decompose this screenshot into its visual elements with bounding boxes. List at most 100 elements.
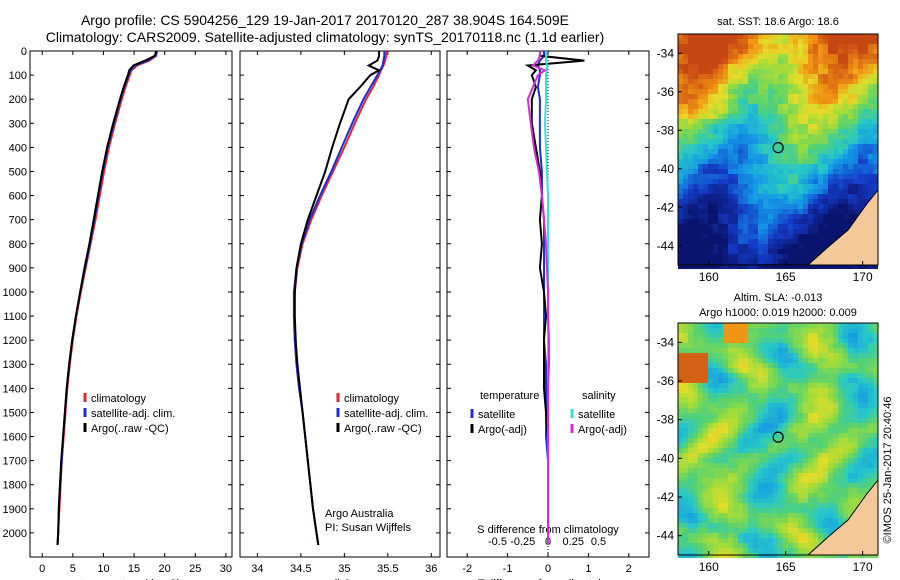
map-cell bbox=[688, 74, 693, 79]
map-cell bbox=[843, 69, 848, 74]
map-cell bbox=[783, 358, 788, 363]
map-cell bbox=[788, 413, 793, 418]
map-cell bbox=[808, 388, 813, 393]
map-cell bbox=[838, 398, 843, 403]
map-cell bbox=[768, 498, 773, 503]
map-cell bbox=[753, 363, 758, 368]
map-cell bbox=[838, 493, 843, 498]
map-cell bbox=[803, 169, 808, 174]
map-cell bbox=[793, 134, 798, 139]
map-cell bbox=[793, 94, 798, 99]
y-tick-label: 1200 bbox=[3, 335, 27, 347]
map-cell bbox=[808, 438, 813, 443]
map-cell bbox=[733, 458, 738, 463]
map-cell bbox=[763, 388, 768, 393]
map-cell bbox=[688, 114, 693, 119]
map-cell bbox=[713, 328, 718, 333]
map-cell bbox=[818, 94, 823, 99]
map-cell bbox=[738, 418, 743, 423]
map-cell bbox=[768, 39, 773, 44]
map-cell bbox=[748, 109, 753, 114]
map-cell bbox=[833, 34, 838, 39]
map-cell bbox=[748, 229, 753, 234]
map-cell bbox=[693, 34, 698, 39]
map-cell bbox=[863, 179, 868, 184]
map-cell bbox=[733, 174, 738, 179]
map-cell bbox=[718, 388, 723, 393]
map-cell bbox=[783, 49, 788, 54]
map-cell bbox=[808, 224, 813, 229]
map-cell bbox=[828, 428, 833, 433]
map-cell bbox=[828, 134, 833, 139]
map-cell bbox=[683, 528, 688, 533]
map-cell bbox=[833, 393, 838, 398]
map-cell bbox=[783, 254, 788, 259]
map-cell bbox=[738, 209, 743, 214]
map-cell bbox=[743, 59, 748, 64]
map-cell bbox=[798, 338, 803, 343]
map-cell bbox=[813, 244, 818, 249]
map-cell bbox=[818, 413, 823, 418]
map-cell bbox=[863, 403, 868, 408]
map-cell bbox=[758, 393, 763, 398]
map-cell bbox=[848, 333, 853, 338]
map-cell bbox=[693, 428, 698, 433]
map-cell bbox=[848, 448, 853, 453]
map-cell bbox=[698, 373, 703, 378]
map-cell bbox=[838, 69, 843, 74]
map-cell bbox=[778, 99, 783, 104]
map-cell bbox=[843, 94, 848, 99]
map-cell bbox=[688, 229, 693, 234]
map-cell bbox=[798, 533, 803, 538]
map-cell bbox=[698, 413, 703, 418]
map-cell bbox=[798, 124, 803, 129]
map-cell bbox=[693, 343, 698, 348]
map-cell bbox=[843, 433, 848, 438]
map-cell bbox=[713, 169, 718, 174]
map-cell bbox=[848, 468, 853, 473]
map-cell bbox=[743, 154, 748, 159]
map-cell bbox=[858, 39, 863, 44]
map-cell bbox=[858, 154, 863, 159]
map-cell bbox=[843, 463, 848, 468]
map-cell bbox=[728, 453, 733, 458]
map-cell bbox=[688, 219, 693, 224]
map-cell bbox=[713, 39, 718, 44]
map-cell bbox=[848, 433, 853, 438]
map-cell bbox=[743, 179, 748, 184]
map-cell bbox=[783, 64, 788, 69]
map-cell bbox=[793, 154, 798, 159]
map-cell bbox=[693, 483, 698, 488]
map-cell bbox=[868, 323, 873, 328]
map-cell bbox=[703, 99, 708, 104]
map-cell bbox=[803, 34, 808, 39]
map-cell bbox=[793, 169, 798, 174]
map-cell bbox=[783, 139, 788, 144]
map-cell bbox=[793, 478, 798, 483]
map-cell bbox=[698, 323, 703, 328]
map-cell bbox=[778, 209, 783, 214]
map-cell bbox=[693, 64, 698, 69]
map-cell bbox=[813, 478, 818, 483]
map-cell bbox=[803, 498, 808, 503]
map-cell bbox=[818, 513, 823, 518]
map-cell bbox=[708, 363, 713, 368]
map-cell bbox=[813, 393, 818, 398]
map-cell bbox=[688, 169, 693, 174]
map-cell bbox=[763, 229, 768, 234]
map-cell bbox=[798, 224, 803, 229]
map-cell bbox=[708, 84, 713, 89]
map-cell bbox=[803, 69, 808, 74]
map-cell bbox=[813, 463, 818, 468]
map-cell bbox=[683, 468, 688, 473]
map-cell bbox=[688, 453, 693, 458]
map-cell bbox=[698, 109, 703, 114]
map-cell bbox=[838, 373, 843, 378]
map-cell bbox=[738, 204, 743, 209]
map-cell bbox=[853, 164, 858, 169]
map-cell bbox=[838, 199, 843, 204]
map-cell bbox=[678, 229, 683, 234]
map-cell bbox=[828, 209, 833, 214]
map-cell bbox=[818, 149, 823, 154]
map-cell bbox=[708, 134, 713, 139]
